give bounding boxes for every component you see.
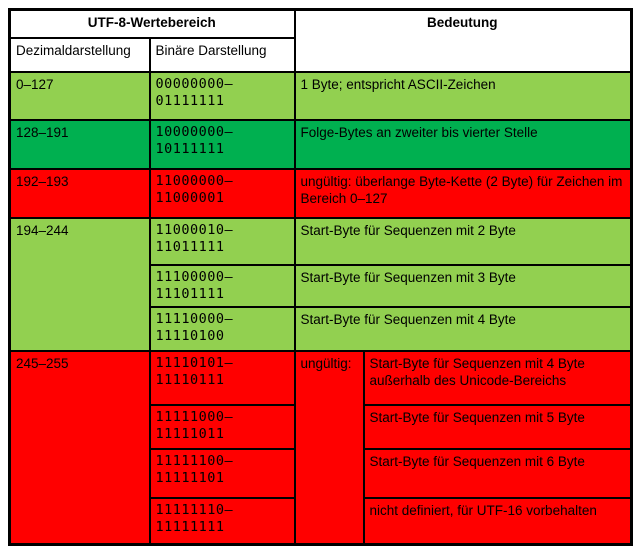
binary-cell: 11111110– 11111111	[148, 496, 296, 546]
binary-cell: 11000010– 11011111	[148, 216, 296, 266]
meaning-cell: Start-Byte für Sequenzen mit 6 Byte	[362, 447, 633, 499]
binary-cell: 11111000– 11111011	[148, 403, 296, 450]
header-binaere-darstellung: Binäre Darstellung	[148, 36, 296, 73]
binary-cell: 10000000– 10111111	[148, 118, 296, 170]
binary-cell: 00000000– 01111111	[148, 70, 296, 121]
table-row-128-191: 128–191 10000000– 10111111 Folge-Bytes a…	[8, 118, 633, 170]
decimal-cell: 192–193	[8, 167, 151, 219]
binary-cell: 11110101– 11110111	[148, 349, 296, 406]
header-dezimaldarstellung: Dezimaldarstellung	[8, 36, 151, 73]
decimal-cell: 245–255	[8, 349, 151, 546]
table-row-194-244-sub1: 194–244 11000010– 11011111 Start-Byte fü…	[8, 216, 633, 352]
binary-cell: 11100000– 11101111	[148, 263, 296, 308]
header-row-columns: Dezimaldarstellung Binäre Darstellung	[8, 36, 632, 73]
meaning-cell: Start-Byte für Sequenzen mit 2 Byte	[293, 216, 633, 266]
meaning-cell: nicht definiert, für UTF-16 vorbehalten	[362, 496, 633, 546]
meaning-cell: 1 Byte; entspricht ASCII-Zeichen	[293, 70, 633, 121]
meaning-cell: Folge-Bytes an zweiter bis vierter Stell…	[293, 118, 633, 170]
table-row-192-193: 192–193 11000000– 11000001 ungültig: übe…	[8, 167, 633, 219]
table-row-0-127: 0–127 00000000– 01111111 1 Byte; entspri…	[8, 70, 633, 121]
binary-cell: 11111100– 11111101	[148, 447, 296, 499]
header-row-group: UTF-8-Wertebereich Bedeutung	[8, 8, 633, 73]
meaning-cell: Start-Byte für Sequenzen mit 5 Byte	[362, 403, 633, 450]
binary-cell: 11000000– 11000001	[148, 167, 296, 219]
meaning-cell: Start-Byte für Sequenzen mit 4 Byte auße…	[362, 349, 633, 406]
meaning-cell: ungültig: überlange Byte-Kette (2 Byte) …	[293, 167, 633, 219]
utf8-value-range-table: UTF-8-Wertebereich Bedeutung Dezimaldars…	[8, 8, 633, 547]
invalid-label-cell: ungültig:	[293, 349, 365, 546]
decimal-cell: 194–244	[8, 216, 151, 352]
header-bedeutung: Bedeutung	[293, 8, 633, 73]
header-utf8-wertebereich: UTF-8-Wertebereich	[8, 8, 296, 39]
table-row-245-255-sub1: 245–255 11110101– 11110111 ungültig: Sta…	[8, 349, 633, 546]
meaning-cell: Start-Byte für Sequenzen mit 3 Byte	[293, 263, 633, 308]
decimal-cell: 0–127	[8, 70, 151, 121]
binary-cell: 11110000– 11110100	[148, 305, 296, 352]
decimal-cell: 128–191	[8, 118, 151, 170]
meaning-cell: Start-Byte für Sequenzen mit 4 Byte	[293, 305, 633, 352]
